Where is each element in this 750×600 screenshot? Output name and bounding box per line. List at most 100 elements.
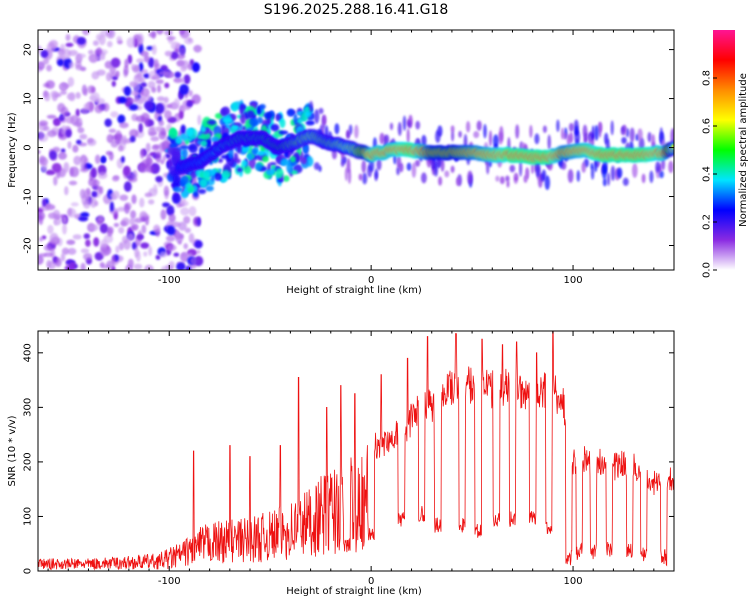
heatmap-cell (186, 101, 193, 108)
heatmap-cell (132, 66, 140, 74)
heatmap-cell (189, 170, 197, 179)
heatmap-cell (52, 117, 61, 127)
heatmap-cell (239, 103, 245, 116)
snr-y-axis-label: SNR (10 * v/v) (7, 415, 18, 486)
heatmap-cell (162, 155, 167, 162)
heatmap-cell (213, 172, 223, 181)
heatmap-cell (525, 167, 529, 180)
heatmap-cell (180, 65, 187, 72)
heatmap-cell (53, 176, 58, 186)
heatmap-cell (450, 165, 455, 173)
heatmap-cell (38, 255, 44, 265)
heatmap-cell (361, 160, 367, 173)
heatmap-cell (112, 76, 118, 81)
heatmap-cell (127, 54, 133, 64)
heatmap-cell (180, 145, 190, 150)
heatmap-cell (191, 62, 201, 73)
heatmap-cell (130, 210, 137, 219)
heatmap-cell (129, 217, 136, 226)
heatmap-cell (535, 161, 541, 178)
heatmap-cell (123, 165, 131, 177)
heatmap-cell (415, 120, 421, 130)
heatmap-cell (239, 113, 246, 125)
heatmap-cell (76, 36, 86, 45)
heatmap-cell (62, 223, 67, 235)
heatmap-cell (148, 199, 155, 205)
heatmap-cell (397, 122, 402, 136)
heatmap-cell (106, 134, 114, 144)
heatmap-cell (286, 108, 295, 117)
heatmap-cell (111, 80, 117, 87)
heatmap-cell (107, 227, 113, 237)
heatmap-cell (166, 35, 176, 41)
heatmap-cell (80, 159, 85, 169)
heatmap-cell (70, 202, 79, 207)
heatmap-cell (89, 101, 94, 113)
heatmap-cell (185, 127, 194, 137)
heatmap-cell (80, 107, 89, 115)
heatmap-cell (637, 128, 643, 142)
heatmap-cell (60, 124, 67, 136)
heatmap-cell (194, 240, 203, 249)
heatmap-cell (231, 102, 239, 112)
heatmap-cell (304, 111, 312, 118)
colorbar-tick-label: 0.2 (702, 214, 713, 230)
heatmap-cell (106, 40, 113, 48)
heatmap-cell (200, 126, 207, 133)
heatmap-cell (358, 173, 363, 181)
heatmap-cell (318, 165, 322, 172)
heatmap-cell (305, 120, 315, 126)
heatmap-cell (205, 185, 214, 192)
heatmap-cell (91, 190, 98, 198)
heatmap-cell (68, 61, 75, 69)
heatmap-cell (118, 226, 125, 234)
spectrogram-heatmap (38, 30, 674, 270)
heatmap-cell (66, 239, 76, 245)
heatmap-cell (541, 169, 547, 182)
heatmap-cell (75, 64, 83, 71)
heatmap-cell (191, 94, 201, 105)
heatmap-cell (153, 58, 159, 68)
heatmap-cell (65, 34, 71, 41)
heatmap-cell (96, 69, 106, 76)
heatmap-cell (233, 152, 239, 162)
heatmap-cell (374, 171, 378, 182)
heatmap-cell (95, 33, 103, 41)
heatmap-cell (72, 144, 79, 153)
heatmap-cell (65, 42, 74, 48)
heatmap-cell (197, 188, 207, 195)
heatmap-cell (58, 151, 67, 160)
heatmap-cell (141, 224, 147, 234)
heatmap-cell (435, 130, 441, 143)
heatmap-cell (83, 233, 91, 240)
heatmap-cell (368, 159, 375, 172)
heatmap-cell (38, 131, 44, 141)
snr-y-tick-label: 400 (23, 343, 34, 362)
colorbar-tick-label: 0.0 (702, 262, 713, 278)
heatmap-cell (93, 237, 100, 247)
heatmap-cell (620, 126, 625, 136)
heatmap-cell (179, 46, 186, 56)
heatmap-cell (280, 158, 290, 166)
heatmap-cell (651, 134, 656, 146)
heatmap-cell (159, 251, 168, 258)
heatmap-cell (165, 153, 171, 159)
heatmap-cell (68, 180, 78, 186)
heatmap-cell (254, 162, 263, 171)
heatmap-cell (278, 130, 289, 135)
heatmap-cell (509, 164, 516, 173)
heatmap-cell (180, 77, 185, 83)
snr-panel: -100 0 100 0 100 200 300 400 Height of straight… (7, 330, 675, 597)
heatmap-cell (670, 128, 674, 145)
heatmap-cell (293, 113, 298, 124)
heatmap-cell (101, 155, 106, 163)
heatmap-cell (534, 133, 540, 145)
heatmap-cell (173, 98, 180, 110)
heatmap-cell (129, 81, 138, 88)
heatmap-cell (200, 140, 208, 147)
heatmap-cell (85, 239, 91, 247)
heatmap-cell (483, 123, 487, 139)
heatmap-cell (379, 132, 385, 145)
heatmap-cell (155, 79, 164, 85)
heatmap-cell (173, 252, 180, 257)
